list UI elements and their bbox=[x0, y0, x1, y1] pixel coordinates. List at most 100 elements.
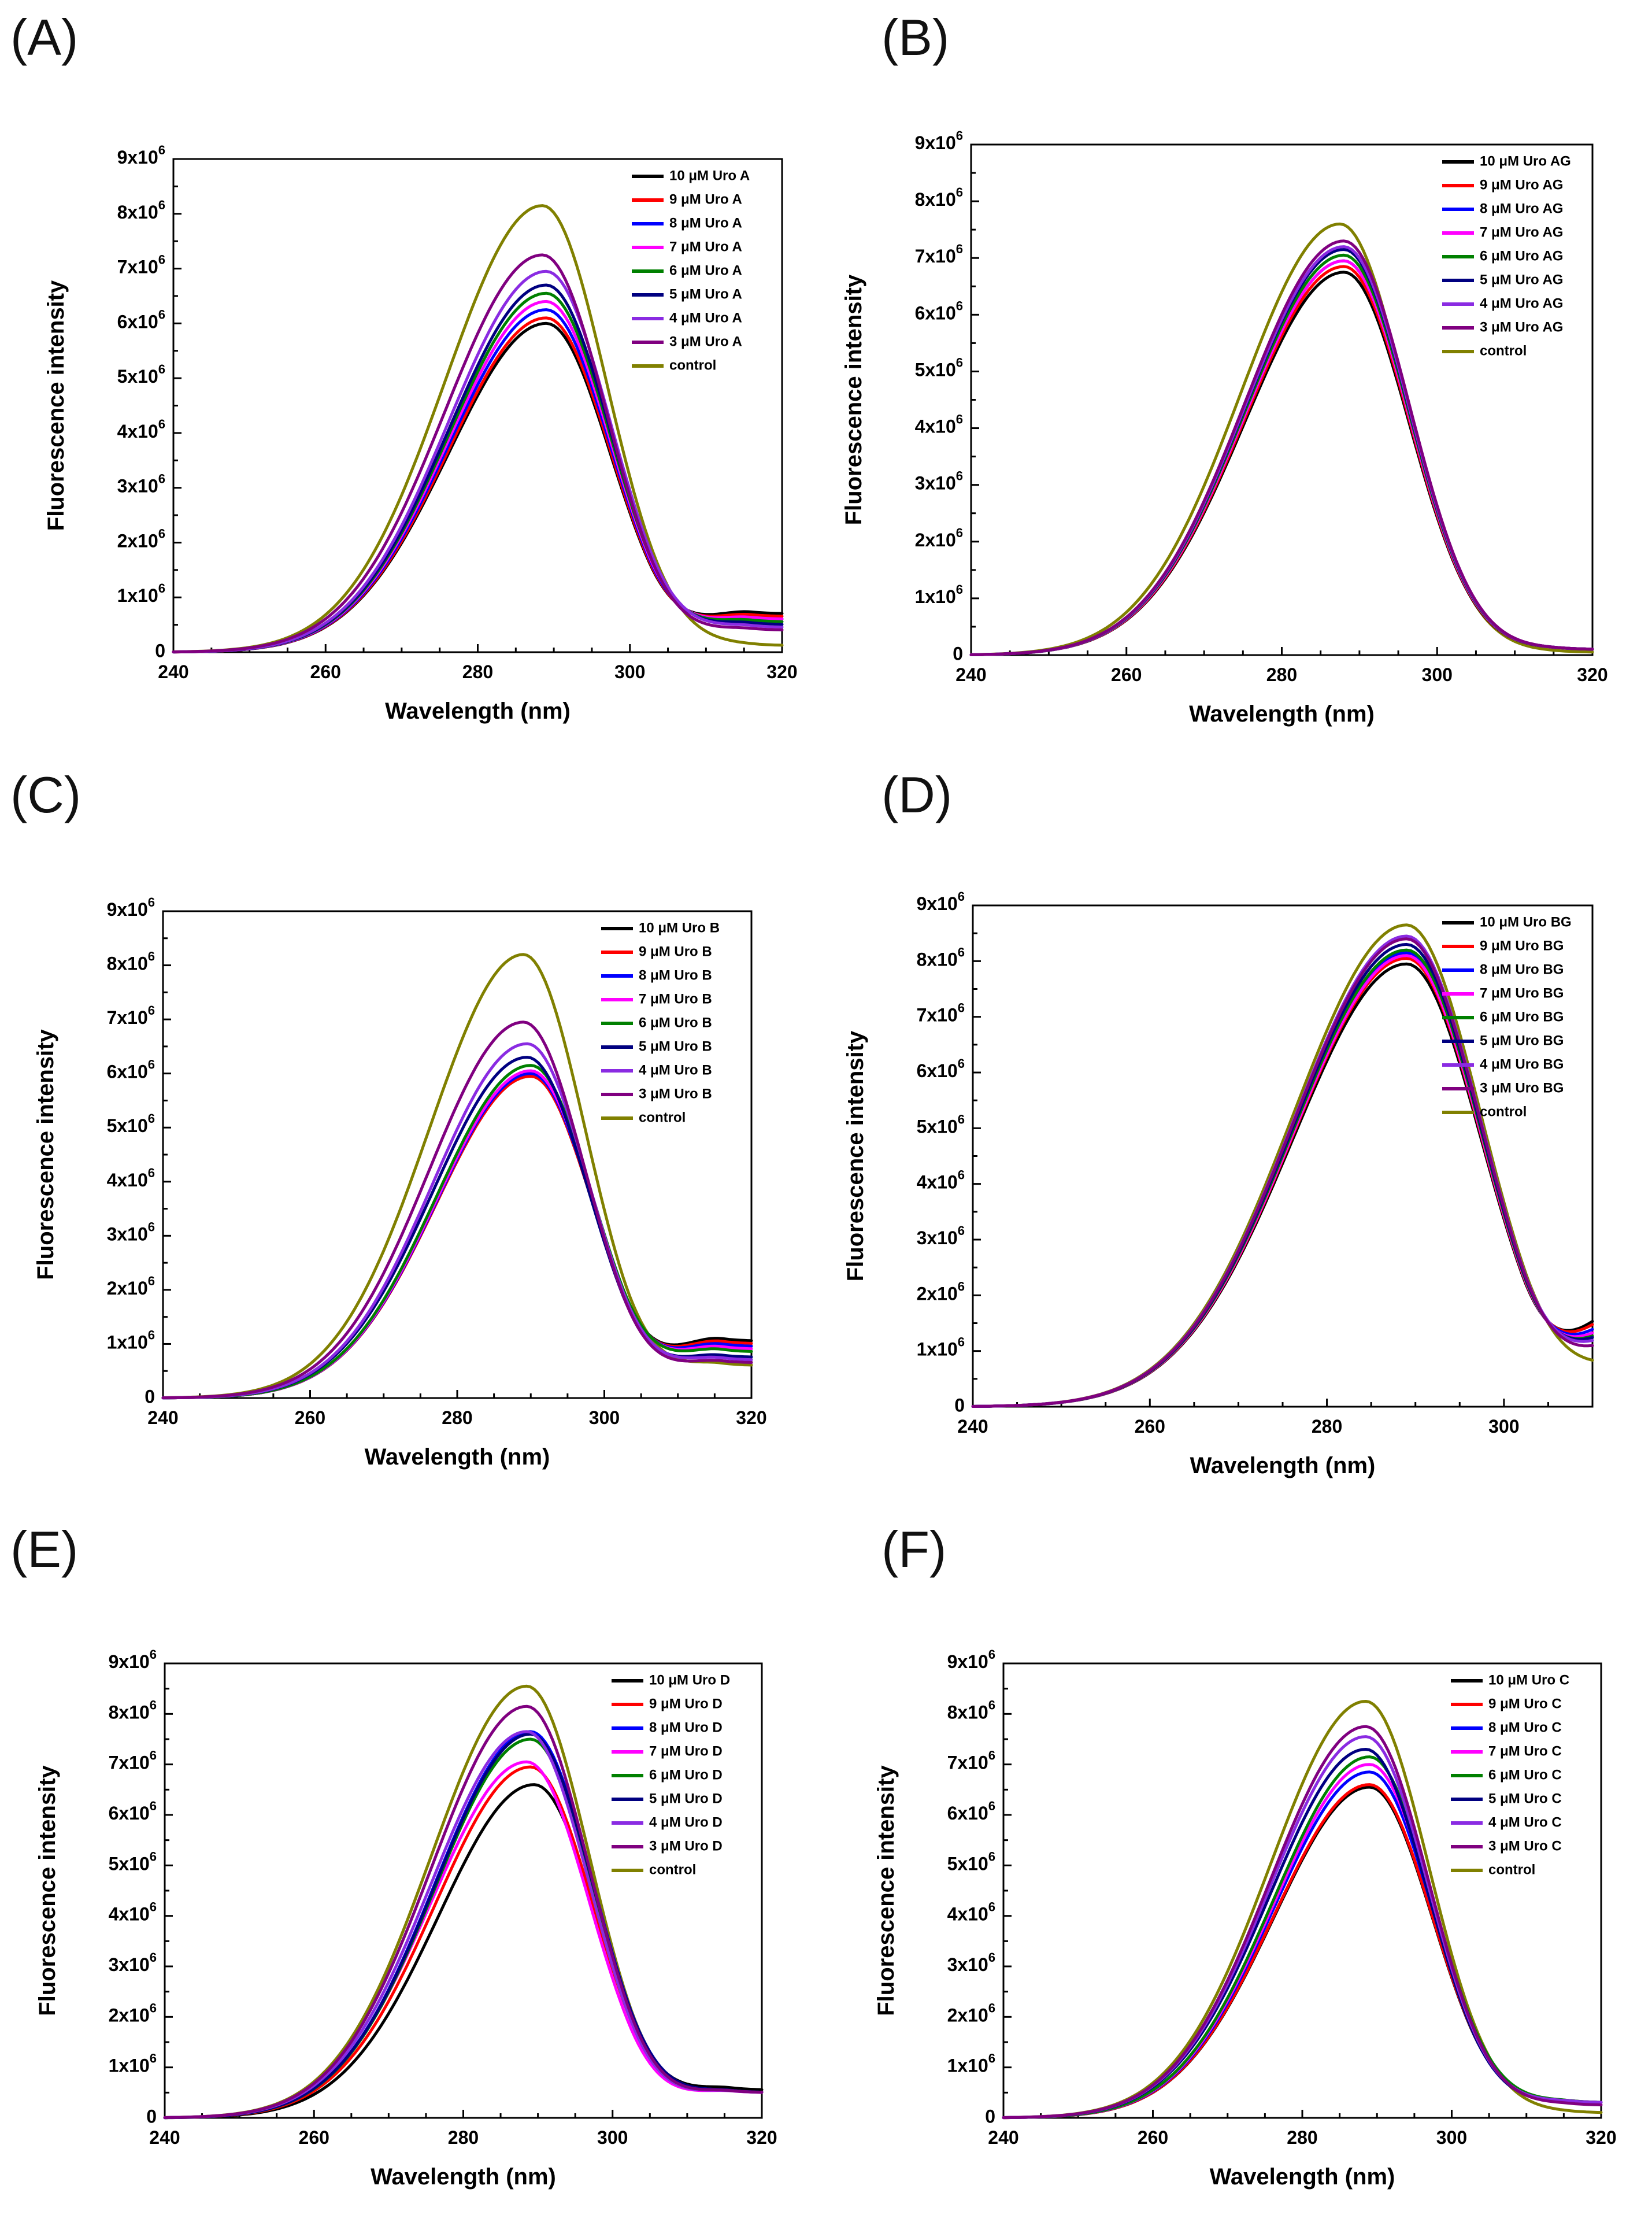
legend-entry: 3 μM Uro C bbox=[1488, 1838, 1562, 1854]
y-tick-label: 1x106 bbox=[107, 1327, 155, 1353]
y-tick-label: 5x106 bbox=[947, 1849, 995, 1874]
legend-entry: 5 μM Uro C bbox=[1488, 1791, 1562, 1806]
y-tick-label: 3x106 bbox=[947, 1950, 995, 1976]
y-axis-title: Fluorescence intensity bbox=[843, 1030, 868, 1281]
panel-e: (E) 0 1x106 2x106 3x106 4x106 5x106 6x106 7x106 8… bbox=[10, 1521, 777, 2190]
y-tick-label: 9x106 bbox=[915, 128, 963, 154]
legend-entry: 6 μM Uro BG bbox=[1480, 1009, 1564, 1025]
x-axis-title: Wavelength (nm) bbox=[371, 2164, 556, 2190]
panel-letter: (C) bbox=[10, 766, 81, 823]
y-axis-title: Fluorescence intensity bbox=[35, 1765, 60, 2016]
legend-entry: 6 μM Uro C bbox=[1488, 1767, 1562, 1783]
legend-entry: 3 μM Uro D bbox=[649, 1838, 723, 1854]
x-tick-label: 320 bbox=[746, 2127, 777, 2148]
legend-entry: 9 μM Uro C bbox=[1488, 1696, 1562, 1711]
y-tick-label: 0 bbox=[985, 2106, 995, 2127]
series-line-3um bbox=[969, 239, 1594, 656]
x-tick-label: 320 bbox=[1586, 2127, 1616, 2148]
y-tick-label: 1x106 bbox=[117, 581, 165, 607]
legend-entry: 3 μM Uro B bbox=[639, 1086, 712, 1101]
legend-entry: control bbox=[669, 357, 716, 373]
y-tick-label: 1x106 bbox=[947, 2051, 995, 2076]
y-tick-label: 2x106 bbox=[109, 2000, 157, 2026]
legend-entry: 8 μM Uro D bbox=[649, 1720, 723, 1735]
panel-c: (C) 0 1x106 2x106 3x106 4x106 5x106 6x106 7x106 8… bbox=[10, 766, 767, 1470]
x-tick-label: 300 bbox=[1488, 1416, 1519, 1437]
legend-entry: 8 μM Uro B bbox=[639, 967, 712, 983]
y-tick-label: 6x106 bbox=[117, 307, 165, 332]
x-tick-label: 240 bbox=[149, 2127, 180, 2148]
y-tick-label: 0 bbox=[954, 1395, 965, 1415]
y-tick-label: 5x106 bbox=[109, 1849, 157, 1874]
panel-letter: (E) bbox=[10, 1521, 78, 1578]
y-tick-label: 3x106 bbox=[107, 1219, 155, 1245]
legend-entry: 3 μM Uro A bbox=[669, 334, 742, 349]
y-tick-label: 0 bbox=[953, 643, 963, 664]
y-tick-label: 4x106 bbox=[915, 412, 963, 437]
y-tick-label: 8x106 bbox=[109, 1698, 157, 1723]
y-tick-label: 5x106 bbox=[917, 1112, 965, 1137]
legend-entry: 8 μM Uro AG bbox=[1480, 201, 1563, 216]
legend-entry: 4 μM Uro A bbox=[669, 310, 742, 326]
panel-b: (B) 0 1x106 2x106 3x106 4x106 5x106 6x106 7x106 8… bbox=[841, 9, 1608, 727]
series-line-3um bbox=[1002, 1725, 1603, 2119]
x-tick-label: 280 bbox=[1287, 2127, 1317, 2148]
series-line-3um bbox=[172, 253, 784, 653]
y-tick-label: 1x106 bbox=[917, 1334, 965, 1360]
y-tick-label: 3x106 bbox=[917, 1223, 965, 1249]
legend-entry: 4 μM Uro AG bbox=[1480, 295, 1563, 311]
x-tick-label: 300 bbox=[597, 2127, 628, 2148]
legend-entry: 10 μM Uro C bbox=[1488, 1672, 1569, 1688]
legend-entry: 8 μM Uro BG bbox=[1480, 962, 1564, 977]
y-tick-label: 6x106 bbox=[107, 1057, 155, 1082]
legend-entry: control bbox=[1480, 1104, 1527, 1119]
y-tick-label: 2x106 bbox=[117, 526, 165, 552]
x-tick-label: 320 bbox=[1577, 664, 1607, 685]
legend-entry: 10 μM Uro B bbox=[639, 920, 720, 935]
y-tick-label: 2x106 bbox=[915, 526, 963, 551]
series-line-control bbox=[1002, 1700, 1603, 2119]
plot-frame bbox=[172, 158, 783, 653]
legend-entry: control bbox=[1488, 1862, 1535, 1877]
legend-entry: 10 μM Uro D bbox=[649, 1672, 730, 1688]
x-tick-label: 280 bbox=[462, 661, 493, 682]
x-tick-label: 260 bbox=[295, 1407, 325, 1428]
y-tick-label: 8x106 bbox=[917, 945, 965, 970]
y-tick-label: 9x106 bbox=[107, 895, 155, 920]
y-tick-label: 4x106 bbox=[107, 1166, 155, 1191]
y-tick-label: 5x106 bbox=[107, 1111, 155, 1137]
y-tick-label: 8x106 bbox=[947, 1698, 995, 1723]
legend-entry: 6 μM Uro D bbox=[649, 1767, 723, 1783]
x-tick-label: 320 bbox=[736, 1407, 766, 1428]
legend-entry: 4 μM Uro D bbox=[649, 1814, 723, 1830]
panel-a: (A) 0 1x106 2x106 3x106 4x106 5x106 6x106 7x106 8… bbox=[10, 9, 798, 724]
legend-entry: 10 μM Uro BG bbox=[1480, 914, 1572, 930]
y-tick-label: 6x106 bbox=[917, 1056, 965, 1082]
plot-frame bbox=[970, 143, 1594, 656]
panel-f: (F) 0 1x106 2x106 3x106 4x106 5x106 6x106 7x106 8… bbox=[873, 1521, 1617, 2190]
y-tick-label: 3x106 bbox=[117, 471, 165, 497]
x-tick-label: 300 bbox=[614, 661, 645, 682]
y-tick-label: 6x106 bbox=[109, 1799, 157, 1824]
y-tick-label: 4x106 bbox=[917, 1167, 965, 1193]
x-tick-label: 240 bbox=[158, 661, 188, 682]
y-tick-label: 9x106 bbox=[117, 143, 165, 168]
x-tick-label: 240 bbox=[147, 1407, 178, 1428]
y-tick-label: 9x106 bbox=[947, 1647, 995, 1673]
x-tick-label: 260 bbox=[1135, 1416, 1165, 1437]
x-tick-label: 240 bbox=[955, 664, 986, 685]
panel-letter: (A) bbox=[10, 9, 78, 66]
legend-entry: 5 μM Uro B bbox=[639, 1038, 712, 1054]
legend-entry: 10 μM Uro A bbox=[669, 168, 750, 183]
legend-entry: 6 μM Uro B bbox=[639, 1015, 712, 1030]
series-line-3um bbox=[971, 937, 1594, 1408]
y-tick-label: 1x106 bbox=[915, 582, 963, 608]
y-tick-label: 9x106 bbox=[917, 889, 965, 915]
y-tick-label: 7x106 bbox=[107, 1003, 155, 1029]
y-tick-label: 7x106 bbox=[917, 1000, 965, 1026]
legend-entry: 9 μM Uro D bbox=[649, 1696, 723, 1711]
legend-entry: control bbox=[1480, 343, 1527, 358]
y-tick-label: 6x106 bbox=[915, 298, 963, 324]
x-tick-label: 300 bbox=[1422, 664, 1453, 685]
y-tick-label: 0 bbox=[145, 1386, 155, 1407]
